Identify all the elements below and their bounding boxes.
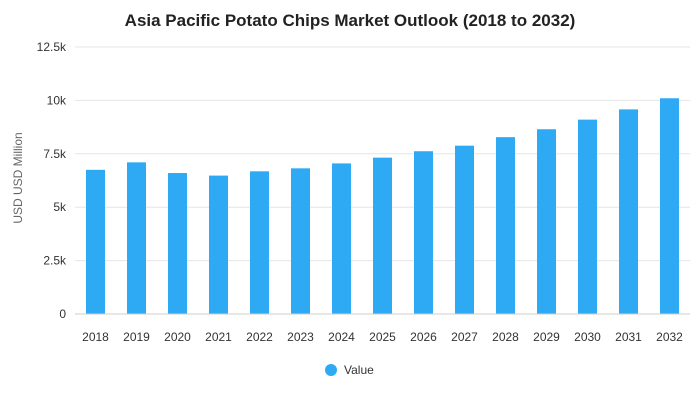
bar-2019[interactable] bbox=[127, 162, 146, 314]
chart-title: Asia Pacific Potato Chips Market Outlook… bbox=[125, 11, 576, 30]
bar-2026[interactable] bbox=[414, 151, 433, 314]
bar-2028[interactable] bbox=[496, 137, 515, 314]
x-tick-label: 2030 bbox=[574, 330, 601, 344]
y-tick-label: 0 bbox=[59, 307, 66, 321]
y-axis-title: USD USD Million bbox=[11, 132, 25, 223]
legend-swatch-value bbox=[325, 364, 337, 376]
x-tick-label: 2028 bbox=[492, 330, 519, 344]
x-tick-label: 2026 bbox=[410, 330, 437, 344]
y-tick-label: 5k bbox=[53, 200, 67, 214]
bar-2031[interactable] bbox=[619, 109, 638, 314]
x-tick-label: 2021 bbox=[205, 330, 232, 344]
bar-2027[interactable] bbox=[455, 145, 474, 314]
y-tick-label: 7.5k bbox=[43, 147, 67, 161]
y-tick-label: 10k bbox=[47, 93, 67, 107]
y-tick-label: 12.5k bbox=[37, 40, 67, 54]
x-tick-label: 2031 bbox=[615, 330, 642, 344]
x-tick-label: 2032 bbox=[656, 330, 683, 344]
x-tick-label: 2029 bbox=[533, 330, 560, 344]
x-tick-label: 2018 bbox=[82, 330, 109, 344]
x-tick-label: 2020 bbox=[164, 330, 191, 344]
legend-label-value: Value bbox=[344, 363, 374, 377]
x-tick-label: 2025 bbox=[369, 330, 396, 344]
x-axis-tick-labels: 2018 2019 2020 2021 2022 2023 2024 2025 2026 2027… bbox=[82, 330, 683, 344]
bar-2024[interactable] bbox=[332, 163, 351, 314]
x-tick-label: 2023 bbox=[287, 330, 314, 344]
bar-2022[interactable] bbox=[250, 171, 269, 314]
x-tick-label: 2022 bbox=[246, 330, 273, 344]
bar-2030[interactable] bbox=[578, 119, 597, 315]
bars bbox=[86, 98, 679, 315]
bar-2025[interactable] bbox=[373, 157, 392, 314]
x-tick-label: 2027 bbox=[451, 330, 478, 344]
bar-2020[interactable] bbox=[168, 173, 187, 314]
bar-2021[interactable] bbox=[209, 175, 228, 314]
y-tick-label: 2.5k bbox=[43, 254, 67, 268]
x-tick-label: 2019 bbox=[123, 330, 150, 344]
bar-2023[interactable] bbox=[291, 168, 310, 314]
bar-2029[interactable] bbox=[537, 129, 556, 314]
legend[interactable]: Value bbox=[325, 363, 374, 377]
bar-2018[interactable] bbox=[86, 169, 105, 314]
bar-2032[interactable] bbox=[660, 98, 679, 314]
y-axis-tick-labels: 0 2.5k 5k 7.5k 10k 12.5k bbox=[37, 40, 67, 321]
x-tick-label: 2024 bbox=[328, 330, 355, 344]
